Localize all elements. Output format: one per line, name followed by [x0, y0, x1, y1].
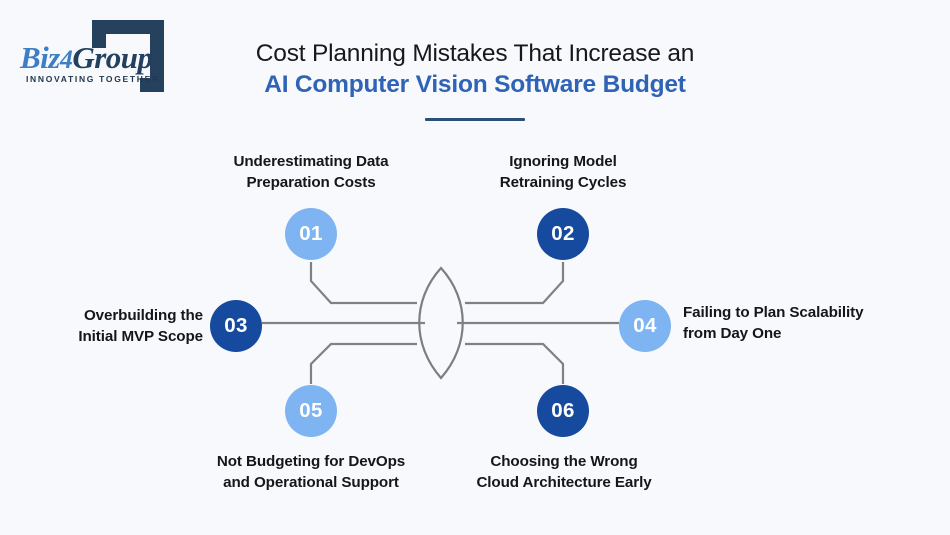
logo-tagline: INNOVATING TOGETHER: [26, 74, 160, 84]
number-circle-03[interactable]: 03: [210, 300, 262, 352]
connector-05: [309, 342, 417, 384]
item-label-05: Not Budgeting for DevOps and Operational…: [216, 453, 406, 491]
logo-word-four: 4: [59, 45, 73, 74]
number-circle-04[interactable]: 04: [619, 300, 671, 352]
item-label-02: Ignoring Model Retraining Cycles: [499, 153, 627, 191]
item-label-01: Underestimating Data Preparation Costs: [233, 153, 389, 191]
logo-bracket-icon: [92, 20, 164, 92]
item-label-03: Overbuilding the Initial MVP Scope: [78, 307, 203, 345]
title-divider: [425, 117, 525, 121]
number-circle-05[interactable]: 05: [285, 385, 337, 437]
title-line-2: AI Computer Vision Software Budget: [264, 71, 686, 99]
item-label-04: Failing to Plan Scalability from Day One: [683, 304, 864, 342]
connector-02: [465, 262, 565, 305]
number-circle-06[interactable]: 06: [537, 385, 589, 437]
number-circle-02[interactable]: 02: [537, 208, 589, 260]
logo-word-biz: Biz: [20, 40, 60, 75]
number-circle-01[interactable]: 01: [285, 208, 337, 260]
connector-06: [465, 342, 565, 384]
page-title: Cost Planning Mistakes That Increase an …: [225, 38, 725, 121]
connector-01: [309, 262, 417, 305]
center-lens-shape: [418, 266, 464, 380]
logo-word-group: Group: [72, 40, 153, 75]
company-logo[interactable]: Biz4Group INNOVATING TOGETHER: [16, 18, 186, 96]
title-line-1: Cost Planning Mistakes That Increase an: [255, 40, 695, 67]
item-label-06: Choosing the Wrong Cloud Architecture Ea…: [476, 453, 652, 491]
logo-wordmark: Biz4Group: [20, 42, 153, 73]
